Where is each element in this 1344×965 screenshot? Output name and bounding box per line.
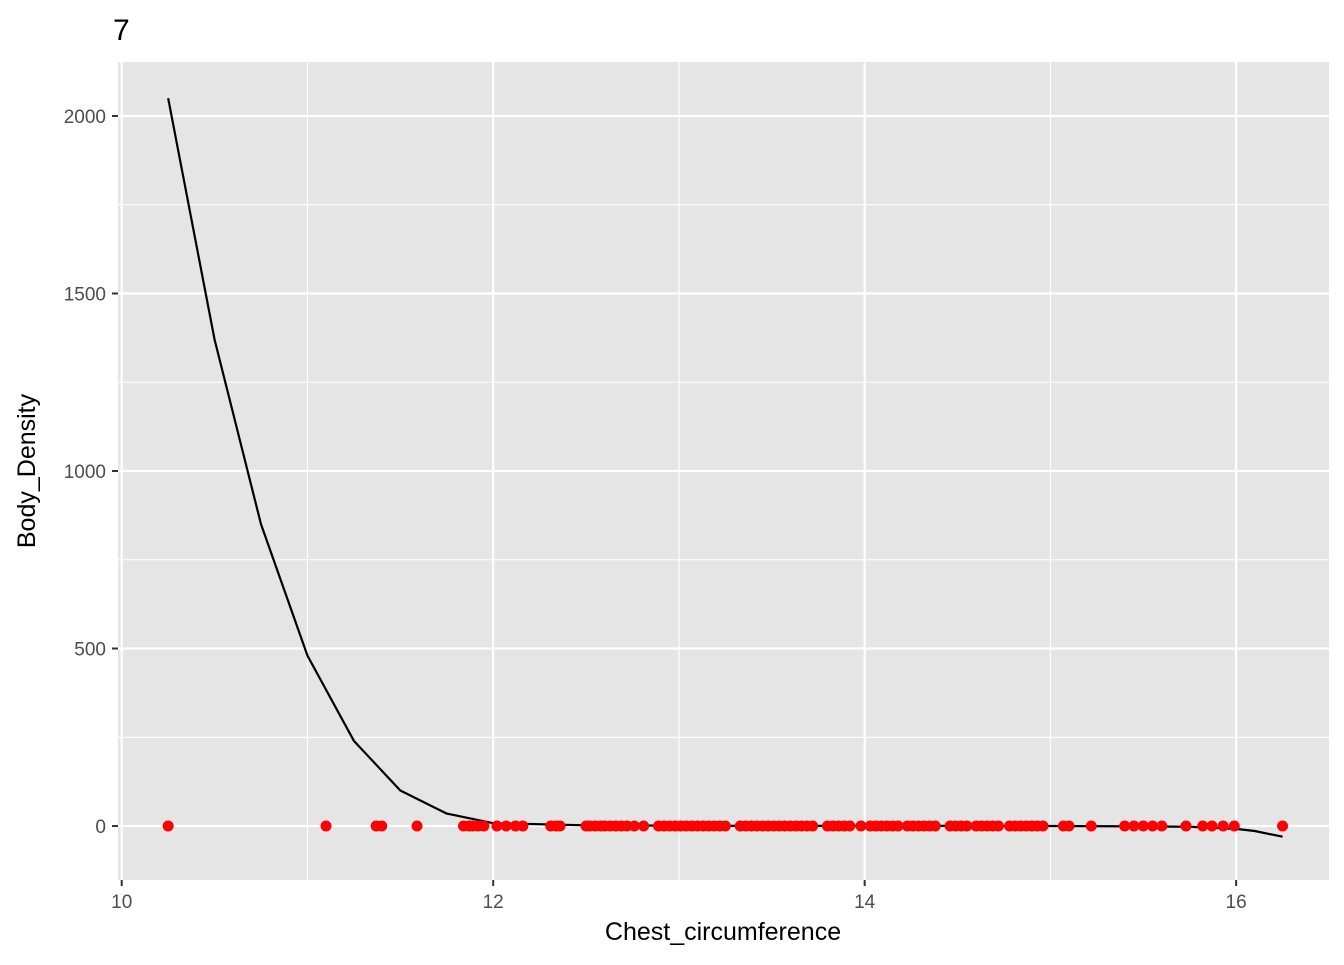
data-point [628,820,640,832]
data-point [1085,820,1097,832]
x-tick-label: 12 [483,892,504,913]
data-point [929,820,941,832]
y-tick-label: 1500 [64,284,106,305]
data-point [1277,820,1289,832]
data-point [1128,820,1140,832]
y-tick-label: 1000 [64,462,106,483]
data-points-layer [162,820,1289,832]
data-point [1156,820,1168,832]
chart-title: 7 [113,14,130,47]
data-point [1137,820,1149,832]
data-point [1180,820,1192,832]
data-point [500,820,512,832]
data-point [892,820,904,832]
y-tick-label: 500 [74,640,106,661]
data-point [162,820,174,832]
x-tick-label: 16 [1226,892,1247,913]
data-point [1206,820,1218,832]
x-axis: 10 12 14 16 [111,880,1247,913]
data-point [1063,820,1075,832]
y-axis: 0 500 1000 1500 2000 [64,107,118,838]
x-axis-label: Chest_circumference [605,918,841,946]
data-point [376,820,388,832]
data-point [961,820,973,832]
data-point [411,820,423,832]
data-point [844,820,856,832]
data-point [517,820,529,832]
data-point [491,820,503,832]
data-point [1119,820,1131,832]
data-point [719,820,731,832]
data-point [1197,820,1209,832]
data-point [638,820,650,832]
x-tick-label: 10 [111,892,132,913]
y-tick-label: 2000 [64,107,106,128]
data-point [855,820,867,832]
data-point [807,820,819,832]
data-point [320,820,332,832]
y-tick-label: 0 [95,817,106,838]
data-point [1147,820,1159,832]
data-point [478,820,490,832]
y-axis-label: Body_Density [13,393,41,548]
major-gridlines [118,62,1329,880]
data-point [992,820,1004,832]
data-point [1228,820,1240,832]
data-point [1037,820,1049,832]
x-tick-label: 14 [854,892,876,913]
data-point [554,820,566,832]
data-point [1217,820,1229,832]
